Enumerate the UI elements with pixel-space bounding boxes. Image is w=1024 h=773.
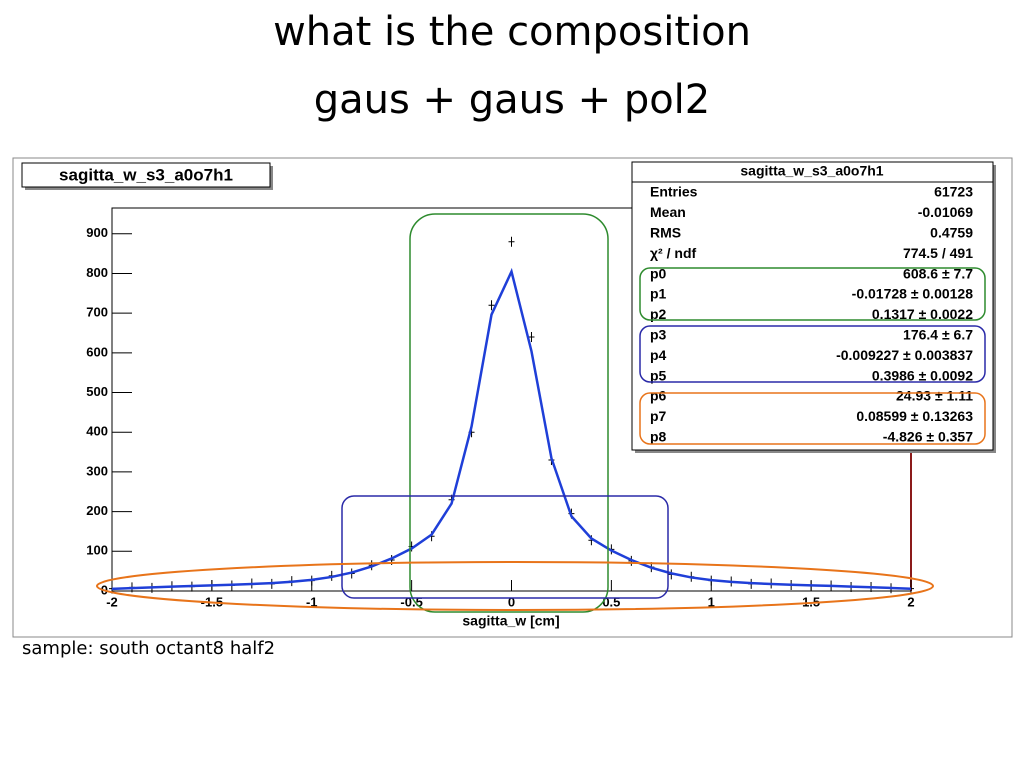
stats-value: 608.6 ± 7.7 — [903, 265, 973, 281]
stats-label: p8 — [650, 429, 667, 445]
stats-value: -4.826 ± 0.357 — [883, 429, 973, 445]
stats-label: RMS — [650, 225, 681, 241]
gaus2-params — [639, 325, 986, 383]
stats-value: 0.08599 ± 0.13263 — [856, 408, 973, 424]
title-box — [21, 162, 271, 188]
annotations — [96, 213, 986, 613]
x-axis-label: sagitta_w [cm] — [462, 613, 559, 629]
stats-label: p1 — [650, 286, 667, 302]
fit-curve — [111, 267, 912, 591]
slide-title: gaus + gaus + pol2 — [314, 77, 711, 123]
y-tick-label: 300 — [86, 463, 108, 478]
stats-frame — [631, 161, 994, 451]
stats-value: 774.5 / 491 — [903, 245, 973, 261]
stats-label: Mean — [650, 204, 686, 220]
stats-label: p3 — [650, 327, 667, 343]
y-tick-label: 900 — [86, 225, 108, 240]
stats-value: 24.93 ± 1.11 — [896, 388, 973, 404]
pol2-params — [639, 392, 986, 445]
data-point — [508, 236, 515, 247]
x-tick-label: 1 — [708, 594, 715, 609]
stats-value: 176.4 ± 6.7 — [903, 327, 973, 343]
stats-value: 0.1317 ± 0.0022 — [872, 306, 973, 322]
stats-value: 0.3986 ± 0.0092 — [872, 367, 973, 383]
x-tick-label: -1 — [306, 594, 318, 609]
x-tick-label: 0.5 — [602, 594, 620, 609]
y-tick-label: 100 — [86, 543, 108, 558]
x-tick-label: 0 — [508, 594, 515, 609]
stats-label: p5 — [650, 367, 667, 383]
y-tick-label: 800 — [86, 265, 108, 280]
stats-value: -0.009227 ± 0.003837 — [836, 347, 973, 363]
stats-value: 61723 — [934, 184, 973, 200]
stats-label: χ² / ndf — [650, 245, 696, 261]
stats-label: Entries — [650, 184, 698, 200]
caption: sample: south octant8 half2 — [22, 638, 275, 659]
x-tick-label: 2 — [907, 594, 914, 609]
stats-label: p6 — [650, 388, 667, 404]
y-tick-label: 700 — [86, 305, 108, 320]
stats-title: sagitta_w_s3_a0o7h1 — [740, 163, 883, 179]
gaus1-params — [639, 267, 986, 321]
data-point — [528, 331, 535, 342]
pol2-ellipse — [96, 561, 934, 611]
stats-value: -0.01069 — [918, 204, 973, 220]
stats-label: p7 — [650, 408, 667, 424]
stats-label: p4 — [650, 347, 667, 363]
stats-value: 0.4759 — [930, 225, 973, 241]
y-tick-label: 200 — [86, 503, 108, 518]
stats-value: -0.01728 ± 0.00128 — [852, 286, 974, 302]
gaus1-box — [409, 213, 609, 613]
gaus2-box — [341, 495, 669, 599]
stats-label: p2 — [650, 306, 667, 322]
y-tick-label: 500 — [86, 384, 108, 399]
x-tick-label: -2 — [106, 594, 118, 609]
stats-label: p0 — [650, 265, 667, 281]
slide-title: what is the composition — [273, 9, 751, 55]
y-tick-label: 400 — [86, 424, 108, 439]
data-point — [488, 300, 495, 311]
chart-title: sagitta_w_s3_a0o7h1 — [59, 165, 233, 184]
stats-box: sagitta_w_s3_a0o7h1 Entries 61723 Mean -0.0… — [631, 161, 996, 453]
y-tick-label: 600 — [86, 344, 108, 359]
